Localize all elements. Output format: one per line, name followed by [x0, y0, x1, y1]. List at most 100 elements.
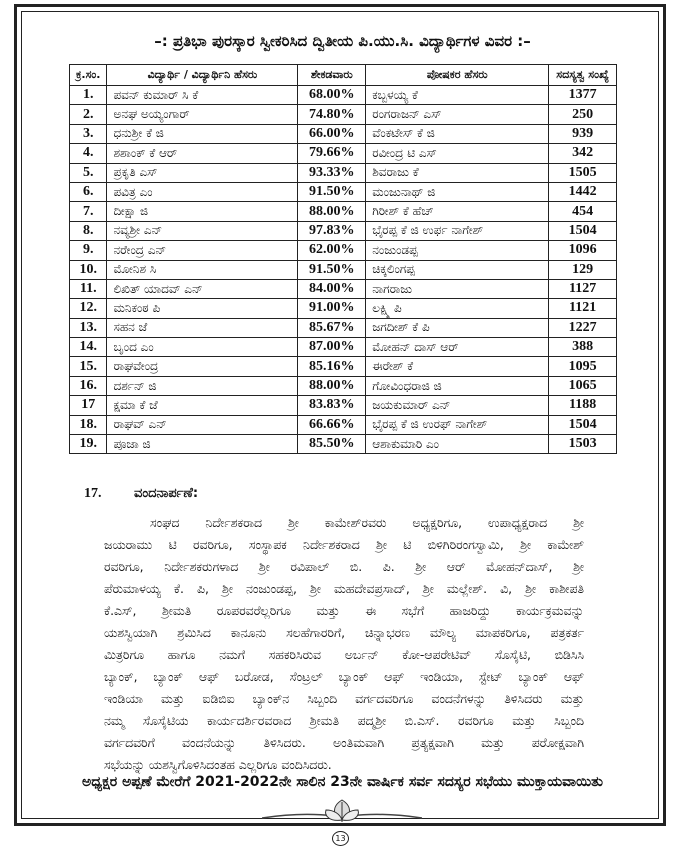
cell-percentage: 83.83% — [297, 395, 367, 416]
cell-membership-no: 1227 — [548, 317, 617, 339]
table-row: 10. ಮೋನಿಶ ಸಿ 91.50% ಚಿಕ್ಕಲಿಂಗಪ್ಪ 129 — [68, 259, 617, 280]
cell-membership-no: 1377 — [548, 84, 617, 106]
cell-percentage: 85.16% — [297, 356, 367, 377]
table-row: 1. ಪವನ್ ಕುಮಾರ್ ಸಿ ಕೆ 68.00% ಕಬ್ಬಳಯ್ಯ ಕೆ 1377 — [68, 84, 617, 106]
cell-student-name: ಶಶಾಂಕ್ ಕೆ ಆರ್ — [106, 143, 299, 164]
cell-serial: 7. — [68, 201, 108, 222]
table-row: 5. ಪ್ರಕೃತಿ ಎಸ್ 93.33% ಶಿವರಾಜು ಕೆ 1505 — [68, 162, 617, 183]
table-row: 14. ಬೃಂದ ಎಂ 87.00% ಮೋಹನ್ ದಾಸ್ ಆರ್ 388 — [68, 337, 617, 358]
page-number: 13 — [332, 831, 349, 846]
paragraph-line: ರವರಿಗೂ, ನಿರ್ದೇಶಕರುಗಳಾದ ಶ್ರೀ ರವಿಪಾಲ್ ಬಿ. … — [104, 559, 584, 574]
cell-serial: 2. — [68, 104, 108, 125]
header-membership-no: ಸದಸ್ಯತ್ವ ಸಂಖ್ಯೆ — [548, 64, 617, 86]
section-number: 17. — [84, 486, 102, 501]
section-title: ವಂದನಾರ್ಪಣೆ: — [134, 486, 199, 501]
table-header-row: ಕ್ರ.ಸಂ. ವಿದ್ಯಾರ್ಥಿ / ವಿದ್ಯಾರ್ಥಿನಿ ಹೆಸರು … — [68, 64, 617, 86]
section-heading: 17. ವಂದನಾರ್ಪಣೆ: — [84, 486, 198, 502]
cell-percentage: 68.00% — [297, 84, 367, 106]
cell-percentage: 85.67% — [297, 317, 367, 339]
cell-membership-no: 1095 — [548, 356, 617, 377]
cell-student-name: ಮನಿಕಂಠ ಪಿ — [106, 298, 299, 319]
cell-student-name: ಪೂಜಾ ಜಿ — [106, 434, 299, 455]
cell-serial: 6. — [68, 181, 108, 203]
paragraph-line: ಮಿತ್ರರಿಗೂ ಹಾಗೂ ನಮಗೆ ಸಹಕರಿಸಿರುವ ಅರ್ಬನ್ ಕೋ… — [104, 647, 584, 662]
cell-percentage: 79.66% — [297, 143, 367, 164]
cell-student-name: ಮೋನಿಶ ಸಿ — [106, 259, 299, 280]
paragraph-line: ನಮ್ಮ ಸೊಸೈಟಿಯ ಕಾರ್ಯದರ್ಶಿರವರಾದ ಶ್ರೀಮತಿ ಪದ್… — [104, 713, 584, 728]
students-table: ಕ್ರ.ಸಂ. ವಿದ್ಯಾರ್ಥಿ / ವಿದ್ಯಾರ್ಥಿನಿ ಹೆಸರು … — [68, 64, 617, 455]
cell-serial: 19. — [68, 434, 108, 455]
header-parent-name: ಪೋಷಕರ ಹೆಸರು — [365, 64, 550, 86]
cell-membership-no: 1504 — [548, 220, 617, 242]
cell-parent-name: ಭೈರಪ್ಪ ಕೆ ಜಿ ಉರ್ಫ ನಾಗೇಶ್ — [365, 220, 550, 242]
cell-parent-name: ಲಕ್ಷ್ಮಿ ಪಿ — [365, 298, 550, 319]
cell-student-name: ನರೇಂದ್ರ ಎನ್ — [106, 240, 299, 261]
cell-student-name: ಕ್ಷಮಾ ಕೆ ಜೆ — [106, 395, 299, 416]
paragraph-line: ಬ್ಯಾಂಕ್, ಬ್ಯಾಂಕ್ ಆಫ್ ಬರೋಡ, ಸೆಂಟ್ರಲ್ ಬ್ಯಾ… — [104, 669, 584, 684]
cell-parent-name: ಗೋವಿಂಧರಾಜಿ ಜಿ — [365, 375, 550, 397]
cell-parent-name: ಈರೇಶ್ ಕೆ — [365, 356, 550, 377]
table-row: 6. ಪವಿತ್ರ ಎಂ 91.50% ಮಂಜುನಾಥ್ ಜಿ 1442 — [68, 181, 617, 203]
paragraph-line: ಯಶಸ್ವಿಯಾಗಿ ಶ್ರಮಿಸಿದ ಕಾನೂನು ಸಲಹೆಗಾರರಿಗೆ, … — [104, 625, 584, 640]
cell-parent-name: ಕಬ್ಬಳಯ್ಯ ಕೆ — [365, 84, 550, 106]
header-student-name: ವಿದ್ಯಾರ್ಥಿ / ವಿದ್ಯಾರ್ಥಿನಿ ಹೆಸರು — [106, 64, 299, 86]
cell-student-name: ಪವನ್ ಕುಮಾರ್ ಸಿ ಕೆ — [106, 84, 299, 106]
cell-percentage: 74.80% — [297, 104, 367, 125]
cell-student-name: ಸಹನ ಜೆ — [106, 317, 299, 339]
cell-parent-name: ಭೈರಪ್ಪ ಕೆ ಜಿ ಉರಫ್ ನಾಗೇಶ್ — [365, 414, 550, 436]
table-row: 15. ರಾಘವೇಂದ್ರ 85.16% ಈರೇಶ್ ಕೆ 1095 — [68, 356, 617, 377]
cell-parent-name: ನಂಜುಂಡಪ್ಪ — [365, 240, 550, 261]
cell-membership-no: 454 — [548, 201, 617, 222]
cell-student-name: ಲಿಖಿತ್ ಯಾದವ್ ಎನ್ — [106, 278, 299, 300]
cell-serial: 14. — [68, 337, 108, 358]
cell-parent-name: ಶಿವರಾಜು ಕೆ — [365, 162, 550, 183]
cell-student-name: ದರ್ಶನ್ ಜಿ — [106, 375, 299, 397]
cell-serial: 12. — [68, 298, 108, 319]
cell-membership-no: 1065 — [548, 375, 617, 397]
cell-parent-name: ಗಿರೀಶ್ ಕೆ ಹೆಚ್ — [365, 201, 550, 222]
cell-membership-no: 1121 — [548, 298, 617, 319]
cell-percentage: 85.50% — [297, 434, 367, 455]
cell-serial: 8. — [68, 220, 108, 242]
cell-percentage: 84.00% — [297, 278, 367, 300]
table-row: 13. ಸಹನ ಜೆ 85.67% ಜಗದೀಶ್ ಕೆ ಪಿ 1227 — [68, 317, 617, 339]
cell-membership-no: 388 — [548, 337, 617, 358]
cell-membership-no: 342 — [548, 143, 617, 164]
cell-percentage: 97.83% — [297, 220, 367, 242]
header-serial: ಕ್ರ.ಸಂ. — [68, 64, 108, 86]
cell-percentage: 91.50% — [297, 181, 367, 203]
paragraph-line: ಇಂಡಿಯಾ ಮತ್ತು ಐಡಿಬಿಐ ಬ್ಯಾಂಕ್‌ನ ಸಿಬ್ಬಂದಿ ವ… — [104, 691, 584, 706]
cell-serial: 15. — [68, 356, 108, 377]
cell-membership-no: 1442 — [548, 181, 617, 203]
cell-percentage: 66.66% — [297, 414, 367, 436]
cell-percentage: 88.00% — [297, 375, 367, 397]
cell-student-name: ಪವಿತ್ರ ಎಂ — [106, 181, 299, 203]
cell-parent-name: ರಂಗರಾಜನ್ ಎಸ್ — [365, 104, 550, 125]
cell-membership-no: 1188 — [548, 395, 617, 416]
cell-parent-name: ಜಯಕುಮಾರ್ ಎನ್ — [365, 395, 550, 416]
cell-membership-no: 129 — [548, 259, 617, 280]
cell-serial: 16. — [68, 375, 108, 397]
cell-parent-name: ರವೀಂದ್ರ ಟಿ ಎಸ್ — [365, 143, 550, 164]
table-row: 19. ಪೂಜಾ ಜಿ 85.50% ಆಶಾಕುಮಾರಿ ಎಂ 1503 — [68, 434, 617, 455]
paragraph-line: ಸಂಘದ ನಿರ್ದೇಶಕರಾದ ಶ್ರೀ ಕಾಮೇಶ್‌ರವರು ಅಧ್ಯಕ್… — [150, 515, 584, 530]
cell-parent-name: ಚಿಕ್ಕಲಿಂಗಪ್ಪ — [365, 259, 550, 280]
table-row: 18. ರಾಘವ್ ಎನ್ 66.66% ಭೈರಪ್ಪ ಕೆ ಜಿ ಉರಫ್ ನಾಗೇ… — [68, 414, 617, 436]
cell-student-name: ಅನಘ ಅಯ್ಯಂಗಾರ್ — [106, 104, 299, 125]
cell-parent-name: ಮೋಹನ್ ದಾಸ್ ಆರ್ — [365, 337, 550, 358]
cell-serial: 17 — [68, 395, 108, 416]
paragraph-line: ವರ್ಗದವರಿಗೆ ವಂದನೆಯನ್ನು ತಿಳಿಸಿದರು. ಅಂತಿಮವಾ… — [104, 735, 584, 750]
cell-membership-no: 250 — [548, 104, 617, 125]
cell-membership-no: 1505 — [548, 162, 617, 183]
paragraph-line: ಪೆರುಮಾಳಯ್ಯ ಕೆ. ಪಿ, ಶ್ರೀ ನಂಜುಂಡಪ್ಪ, ಶ್ರೀ … — [104, 581, 584, 596]
table-row: 3. ಧನುಶ್ರೀ ಕೆ ಜಿ 66.00% ವೆಂಕಟೇಸ್ ಕೆ ಜಿ 939 — [68, 123, 617, 145]
cell-parent-name: ನಾಗರಾಜು — [365, 278, 550, 300]
table-row: 2. ಅನಘ ಅಯ್ಯಂಗಾರ್ 74.80% ರಂಗರಾಜನ್ ಎಸ್ 250 — [68, 104, 617, 125]
table-row: 9. ನರೇಂದ್ರ ಎನ್ 62.00% ನಂಜುಂಡಪ್ಪ 1096 — [68, 240, 617, 261]
cell-membership-no: 939 — [548, 123, 617, 145]
cell-percentage: 66.00% — [297, 123, 367, 145]
cell-percentage: 91.00% — [297, 298, 367, 319]
cell-student-name: ಧನುಶ್ರೀ ಕೆ ಜಿ — [106, 123, 299, 145]
paragraph-line: ಜಯರಾಮು ಟಿ ರವರಿಗೂ, ಸಂಸ್ಥಾಪಕ ನಿರ್ದೇಶಕರಾದ ಶ… — [104, 537, 584, 552]
table-row: 12. ಮನಿಕಂಠ ಪಿ 91.00% ಲಕ್ಷ್ಮಿ ಪಿ 1121 — [68, 298, 617, 319]
